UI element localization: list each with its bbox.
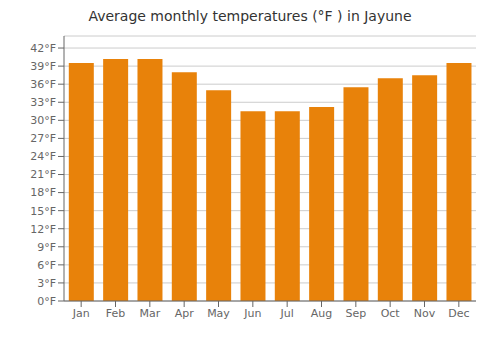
svg-text:Jan: Jan	[72, 307, 90, 320]
html-text:Average monthly temperatures (: Average monthly temperatures (°F ) in Ja…	[88, 8, 412, 24]
svg-text:0°F: 0°F	[37, 295, 56, 308]
svg-text:6°F: 6°F	[37, 259, 56, 272]
svg-text:42°F: 42°F	[30, 42, 56, 55]
svg-text:15°F: 15°F	[30, 205, 56, 218]
svg-text:27°F: 27°F	[30, 132, 56, 145]
svg-text:36°F: 36°F	[30, 78, 56, 91]
svg-text:33°F: 33°F	[30, 96, 56, 109]
svg-text:21°F: 21°F	[30, 168, 56, 181]
svg-text:Apr: Apr	[175, 307, 195, 320]
svg-text:Jun: Jun	[243, 307, 261, 320]
svg-text:Nov: Nov	[414, 307, 436, 320]
svg-text:Feb: Feb	[106, 307, 125, 320]
svg-text:12°F: 12°F	[30, 223, 56, 236]
svg-text:18°F: 18°F	[30, 186, 56, 199]
svg-text:3°F: 3°F	[37, 277, 56, 290]
svg-text:Jul: Jul	[280, 307, 294, 320]
svg-text:24°F: 24°F	[30, 150, 56, 163]
svg-text:Mar: Mar	[139, 307, 160, 320]
svg-text:30°F: 30°F	[30, 114, 56, 127]
svg-text:May: May	[207, 307, 230, 320]
svg-text:9°F: 9°F	[37, 241, 56, 254]
svg-text:Aug: Aug	[311, 307, 332, 320]
svg-text:Sep: Sep	[345, 307, 366, 320]
svg-text:Dec: Dec	[448, 307, 469, 320]
svg-text:39°F: 39°F	[30, 60, 56, 73]
svg-text:Oct: Oct	[381, 307, 401, 320]
